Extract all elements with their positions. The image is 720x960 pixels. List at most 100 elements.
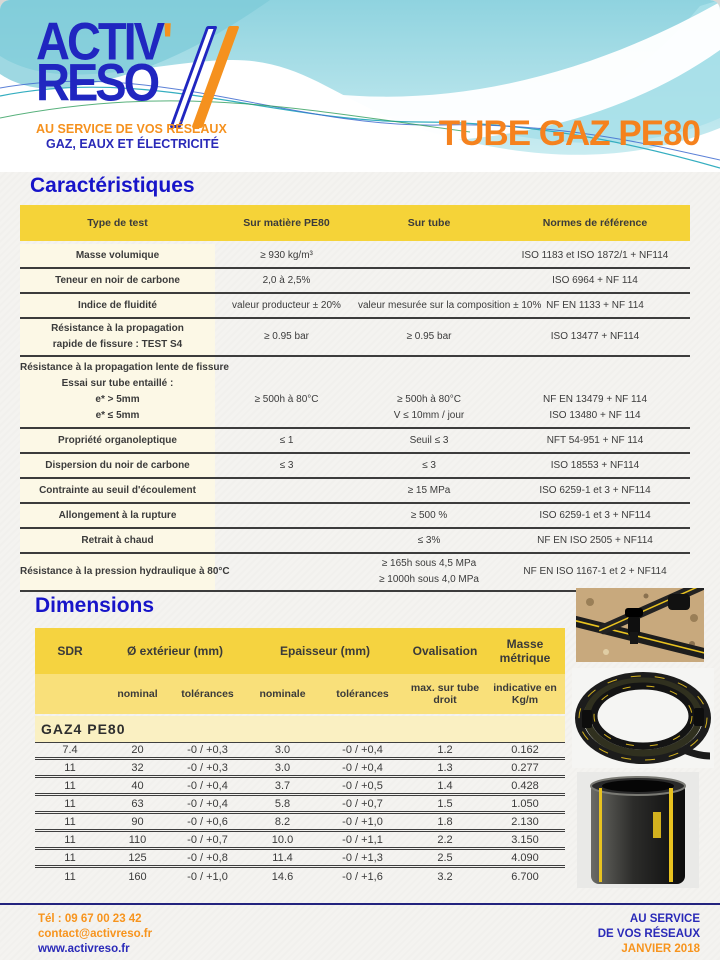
- cell-line: [358, 273, 500, 289]
- header-wave-banner: [0, 0, 720, 172]
- value-cell: 11: [64, 797, 76, 810]
- table-row: Masse volumique ≥ 930 kg/m³ ISO 1183 et IS…: [20, 244, 690, 269]
- value-cell: valeur mesurée sur la composition ± 10%: [358, 294, 541, 317]
- table-row: 11 32 -0 / +0,3 3.0 -0 / +0,4 1.3 0.277: [35, 760, 565, 778]
- value-cell: [215, 479, 358, 502]
- value-cell: 110: [128, 833, 147, 846]
- table-row: 11 40 -0 / +0,4 3.7 -0 / +0,5 1.4 0.428: [35, 778, 565, 796]
- value-cell: [215, 554, 358, 590]
- cell-line: [500, 376, 690, 392]
- cell-line: valeur producteur ± 20%: [232, 299, 341, 311]
- cell-line: ≥ 500 %: [410, 509, 448, 521]
- test-label-cell: Teneur en noir de carbone: [20, 269, 215, 292]
- cell-line: NF EN 1133 + NF 114: [546, 299, 644, 311]
- cell-line: [215, 408, 358, 424]
- cell-line: Teneur en noir de carbone: [55, 274, 180, 286]
- test-label-cell: Dispersion du noir de carbone: [20, 454, 215, 477]
- cell-line: ISO 1183 et ISO 1872/1 + NF114: [521, 249, 669, 261]
- column-group-header: Epaisseur (mm): [279, 644, 371, 658]
- value-cell: -0 / +0,8: [187, 851, 228, 864]
- column-header: Sur tube: [407, 217, 451, 229]
- value-cell: 11: [64, 833, 76, 846]
- activreso-logo: ACTIV' RESO AU SERVICE DE VOS RÉSEAUX GA…: [36, 15, 266, 168]
- value-cell: ISO 6964 + NF 114: [500, 269, 690, 292]
- cell-line: ≥ 1000h sous 4,0 MPa: [379, 574, 479, 585]
- value-cell: ≤ 3: [358, 454, 500, 477]
- cell-line: [215, 360, 358, 376]
- value-cell: -0 / +0,4: [342, 761, 383, 774]
- buried-gas-pipes-photo: [576, 588, 704, 662]
- value-cell: ≥ 930 kg/m³: [215, 244, 358, 267]
- cell-line: Masse volumique: [75, 249, 160, 261]
- value-cell: 32: [131, 761, 144, 774]
- cell-line: Propriété organoleptique: [58, 434, 177, 446]
- table-row: Résistance à la pression hydraulique à 8…: [20, 554, 690, 592]
- value-cell: ≥ 15 MPa: [358, 479, 500, 502]
- value-cell: -0 / +0,7: [342, 797, 383, 810]
- test-label-cell: Propriété organoleptique: [20, 429, 215, 452]
- value-cell: -0 / +1,3: [342, 851, 383, 864]
- cell-line: [500, 360, 690, 376]
- caracteristiques-header-row: Type de test Sur matière PE80 Sur tube Norm…: [20, 205, 690, 241]
- test-label-cell: Retrait à chaud: [20, 529, 215, 552]
- value-cell: valeur producteur ± 20%: [215, 294, 358, 317]
- value-cell: 14.6: [271, 871, 294, 883]
- value-cell: ≤ 3: [215, 454, 358, 477]
- cell-line: Résistance à la propagation lente de fis…: [20, 362, 229, 373]
- test-label-cell: Allongement à la rupture: [20, 504, 215, 527]
- footer-phone: Tél : 09 67 00 23 42: [38, 913, 142, 925]
- value-cell: 11: [64, 851, 76, 864]
- value-cell: -0 / +1,0: [342, 815, 383, 828]
- value-cell: 20: [131, 744, 144, 756]
- value-cell: 3.0: [274, 744, 291, 756]
- value-cell: ≥ 165h sous 4,5 MPa ≥ 1000h sous 4,0 MPa: [358, 554, 500, 590]
- value-cell: -0 / +0,5: [342, 779, 383, 792]
- value-cell: -0 / +1,1: [342, 833, 383, 846]
- value-cell: [358, 269, 500, 292]
- section-heading-caracteristiques: Caractéristiques: [30, 174, 195, 197]
- cell-line: Résistance à la propagation: [51, 323, 184, 334]
- test-label-cell: Contrainte au seuil d'écoulement: [20, 479, 215, 502]
- document-title: TUBE GAZ PE80: [438, 114, 701, 153]
- column-sub-header: tolérances: [336, 688, 389, 700]
- cell-line: Indice de fluidité: [78, 299, 157, 311]
- value-cell: 7.4: [62, 744, 78, 756]
- cell-line: ≥ 15 MPa: [407, 484, 451, 496]
- table-row: Résistance à la propagation rapide de fis…: [20, 319, 690, 357]
- column-sub-header: nominal: [117, 688, 158, 700]
- cell-line: V ≤ 10mm / jour: [393, 410, 465, 421]
- value-cell: 2,0 à 2,5%: [215, 269, 358, 292]
- table-row: Propriété organoleptique ≤ 1 Seuil ≤ 3 NFT …: [20, 429, 690, 454]
- cell-line: ≥ 165h sous 4,5 MPa: [381, 558, 477, 569]
- cell-line: Seuil ≤ 3: [409, 434, 449, 446]
- footer-tagline-line2: DE VOS RÉSEAUX: [597, 928, 700, 940]
- table-row: Résistance à la propagation lente de fis…: [20, 357, 690, 429]
- value-cell: 3.2: [437, 871, 453, 883]
- value-cell: -0 / +0,6: [187, 815, 228, 828]
- cell-line: Contrainte au seuil d'écoulement: [39, 484, 196, 496]
- value-cell: 3.150: [511, 833, 539, 846]
- test-label-cell: Résistance à la propagation rapide de fis…: [20, 319, 215, 355]
- footer-tagline: AU SERVICE DE VOS RÉSEAUX JANVIER 2018: [598, 912, 700, 957]
- value-cell: 6.700: [511, 871, 539, 883]
- value-cell: -0 / +1,6: [342, 871, 383, 883]
- column-header: Sur matière PE80: [243, 217, 330, 229]
- cell-line: e* > 5mm: [95, 394, 140, 405]
- cell-line: ISO 6259-1 et 3 + NF114: [539, 509, 651, 521]
- table-row: 11 110 -0 / +0,7 10.0 -0 / +1,1 2.2 3.150: [35, 832, 565, 850]
- cell-line: [215, 376, 358, 392]
- cell-line: e* ≤ 5mm: [95, 410, 140, 421]
- value-cell: 0.428: [511, 779, 539, 792]
- cell-line: [358, 248, 500, 264]
- value-cell: -0 / +0,4: [187, 779, 228, 792]
- cell-line: NF EN ISO 2505 + NF114: [537, 534, 653, 546]
- table-row: 7.4 20 -0 / +0,3 3.0 -0 / +0,4 1.2 0.162: [35, 742, 565, 760]
- value-cell: 0.277: [511, 761, 539, 774]
- dimensions-sub-header-row: nominal tolérances nominale tolérances max. …: [35, 674, 565, 714]
- cell-line: Résistance à la pression hydraulique à 8…: [20, 566, 230, 577]
- pipe-closeup-photo: [577, 772, 699, 888]
- footer-email: contact@activreso.fr: [38, 928, 153, 940]
- footer-website: www.activreso.fr: [38, 943, 130, 955]
- cell-line: ≥ 500h à 80°C: [254, 394, 319, 405]
- test-label-cell: Résistance à la pression hydraulique à 8…: [20, 554, 230, 590]
